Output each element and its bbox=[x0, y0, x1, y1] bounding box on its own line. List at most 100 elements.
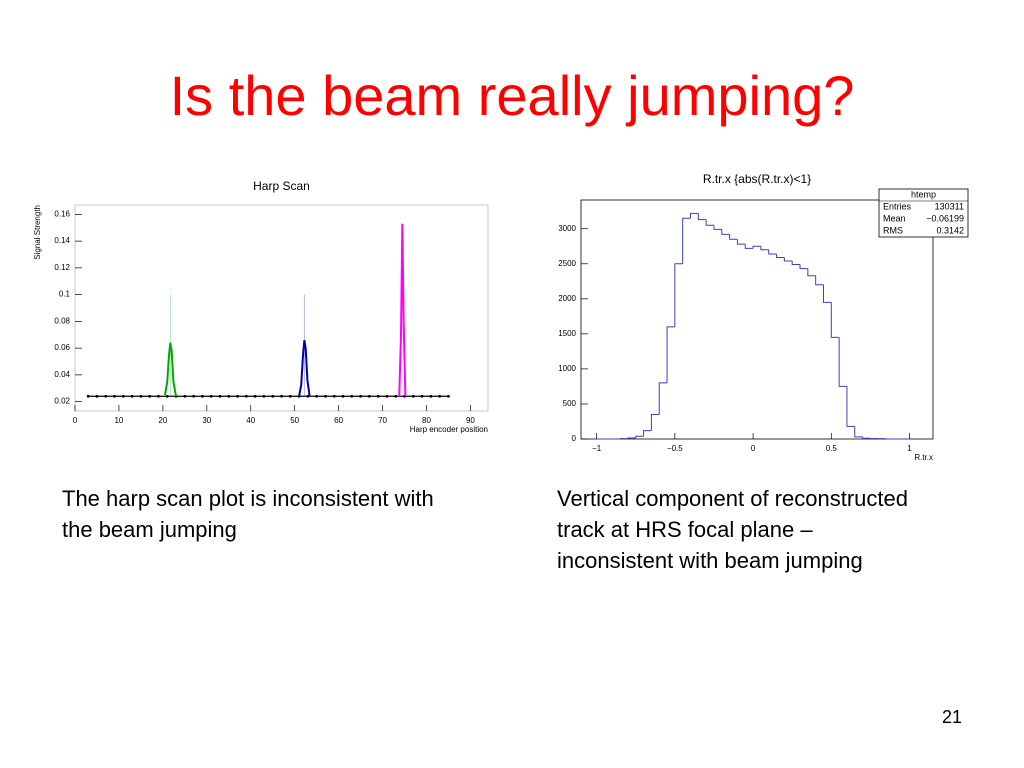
point bbox=[253, 394, 257, 398]
point bbox=[201, 394, 204, 398]
bin bbox=[643, 430, 652, 437]
y-tick-label: 0 bbox=[572, 434, 577, 443]
caption: Vertical component of reconstructed track… bbox=[557, 486, 908, 573]
slide-title: Is the beam really jumping? bbox=[170, 64, 855, 127]
point bbox=[350, 394, 354, 398]
caption: The harp scan plot is inconsistent with t… bbox=[62, 486, 434, 542]
bin bbox=[666, 326, 675, 383]
bin bbox=[697, 213, 707, 221]
bin bbox=[791, 260, 801, 265]
stats-value: −0.06199 bbox=[926, 213, 964, 223]
point bbox=[209, 394, 213, 398]
peak-line bbox=[164, 342, 178, 397]
point bbox=[447, 394, 450, 398]
x-tick-label: −1 bbox=[592, 444, 602, 453]
point bbox=[86, 394, 90, 398]
point bbox=[227, 394, 231, 398]
bin bbox=[713, 225, 722, 230]
bin bbox=[729, 234, 738, 240]
point bbox=[376, 394, 380, 398]
y-tick-label: 0.08 bbox=[54, 316, 70, 325]
point bbox=[332, 394, 336, 398]
point bbox=[271, 394, 275, 398]
point bbox=[438, 394, 442, 398]
x-tick-label: 0.5 bbox=[826, 444, 838, 453]
bin bbox=[635, 435, 644, 438]
point bbox=[148, 394, 152, 398]
stats-value: 130311 bbox=[935, 201, 964, 211]
point bbox=[157, 394, 160, 398]
point bbox=[192, 394, 196, 398]
bin bbox=[815, 275, 824, 286]
point bbox=[218, 394, 222, 398]
y-tick-label: 0.16 bbox=[54, 209, 70, 218]
point bbox=[236, 394, 239, 398]
bin bbox=[846, 386, 855, 427]
y-tick-label: 1500 bbox=[558, 329, 576, 338]
y-tick-label: 1000 bbox=[558, 364, 576, 373]
point bbox=[139, 394, 143, 398]
x-tick-label: 0 bbox=[751, 444, 756, 453]
y-tick-label: 3000 bbox=[558, 224, 576, 233]
x-axis-label: Harp encoder position bbox=[410, 425, 488, 434]
bin bbox=[854, 426, 863, 438]
bin bbox=[838, 337, 847, 387]
bin bbox=[650, 413, 660, 431]
y-tick-label: 0.06 bbox=[54, 343, 70, 352]
point bbox=[385, 394, 389, 398]
bin bbox=[627, 437, 636, 439]
bin bbox=[682, 217, 691, 264]
x-tick-label: 1 bbox=[907, 444, 912, 453]
point bbox=[262, 394, 266, 398]
stats-key: Entries bbox=[883, 201, 912, 211]
x-tick-label: 90 bbox=[466, 416, 475, 425]
x-tick-label: 50 bbox=[290, 416, 299, 425]
bin bbox=[744, 244, 754, 249]
bin bbox=[760, 246, 769, 251]
bin bbox=[822, 284, 832, 303]
bin bbox=[721, 229, 730, 235]
point bbox=[121, 394, 125, 398]
point bbox=[429, 394, 433, 398]
point bbox=[288, 394, 292, 398]
point bbox=[165, 394, 169, 398]
bin bbox=[776, 253, 785, 258]
stats-value: 0.3142 bbox=[936, 225, 964, 235]
y-tick-label: 500 bbox=[563, 399, 577, 408]
page-number: 21 bbox=[942, 707, 962, 727]
bin bbox=[658, 382, 668, 415]
x-axis-label: R.tr.x bbox=[914, 453, 933, 462]
bin bbox=[705, 219, 714, 226]
point bbox=[341, 394, 345, 398]
bin bbox=[783, 257, 793, 262]
x-tick-label: 10 bbox=[114, 416, 123, 425]
point bbox=[280, 394, 283, 398]
point bbox=[367, 394, 371, 398]
point bbox=[324, 394, 327, 398]
point bbox=[95, 394, 99, 398]
x-tick-label: 30 bbox=[202, 416, 211, 425]
bin bbox=[736, 239, 746, 245]
point bbox=[394, 394, 398, 398]
y-tick-label: 2500 bbox=[558, 259, 576, 268]
bin bbox=[690, 212, 699, 219]
bin bbox=[799, 264, 808, 270]
x-tick-label: 0 bbox=[73, 416, 78, 425]
x-tick-label: 20 bbox=[158, 416, 167, 425]
chart-title: R.tr.x {abs(R.tr.x)<1} bbox=[703, 172, 811, 186]
peak-line bbox=[398, 223, 407, 397]
point bbox=[183, 394, 187, 398]
bin bbox=[674, 263, 683, 327]
y-axis-label: Signal Strength bbox=[33, 205, 42, 260]
plot-frame bbox=[580, 199, 934, 440]
bin bbox=[830, 302, 840, 338]
y-tick-label: 0.04 bbox=[54, 370, 70, 379]
chart-title: Harp Scan bbox=[253, 179, 310, 193]
bin bbox=[807, 268, 816, 277]
x-tick-label: 40 bbox=[246, 416, 255, 425]
plot-frame bbox=[74, 204, 489, 412]
stats-title: htemp bbox=[911, 189, 936, 199]
stats-key: RMS bbox=[883, 225, 903, 235]
